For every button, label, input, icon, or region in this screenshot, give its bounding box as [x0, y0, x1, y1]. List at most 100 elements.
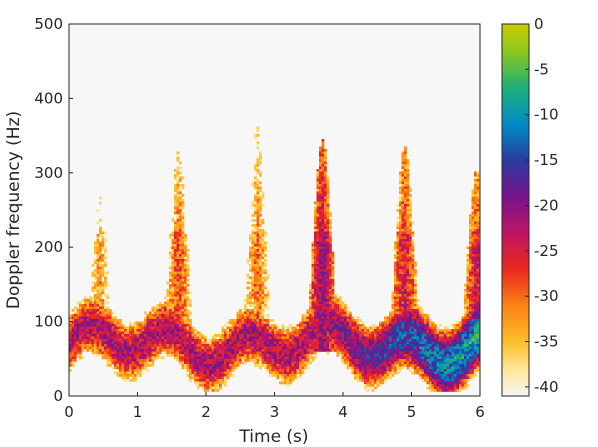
heatmap-cell — [354, 371, 357, 375]
heatmap-cell — [339, 341, 342, 345]
heatmap-cell — [351, 344, 355, 347]
heatmap-cell — [114, 351, 117, 355]
heatmap-cell — [401, 299, 405, 302]
heatmap-cell — [296, 336, 300, 340]
heatmap-cell — [406, 179, 410, 182]
heatmap-cell — [291, 336, 295, 340]
heatmap-cell — [369, 381, 372, 385]
heatmap-cell — [326, 211, 330, 215]
heatmap-cell — [104, 326, 107, 330]
heatmap-cell — [96, 271, 100, 275]
heatmap-cell — [411, 311, 415, 315]
heatmap-cell — [236, 339, 240, 342]
heatmap-cell — [321, 339, 325, 342]
heatmap-cell — [99, 339, 102, 342]
heatmap-cell — [334, 319, 337, 322]
heatmap-cell — [181, 201, 185, 205]
heatmap-cell — [429, 389, 432, 392]
heatmap-cell — [184, 364, 187, 367]
heatmap-cell — [246, 324, 250, 327]
heatmap-cell — [406, 236, 410, 240]
heatmap-cell — [119, 331, 122, 335]
heatmap-cell — [219, 354, 222, 357]
heatmap-cell — [409, 281, 412, 285]
heatmap-cell — [366, 349, 370, 352]
heatmap-cell — [434, 371, 437, 375]
heatmap-cell — [96, 281, 100, 285]
heatmap-cell — [251, 261, 255, 265]
heatmap-cell — [326, 226, 330, 230]
heatmap-cell — [184, 331, 187, 335]
heatmap-cell — [326, 231, 330, 235]
heatmap-cell — [129, 344, 132, 347]
heatmap-cell — [359, 334, 362, 337]
heatmap-cell — [406, 319, 410, 322]
heatmap-cell — [361, 359, 365, 362]
heatmap-cell — [441, 349, 445, 352]
heatmap-cell — [264, 341, 267, 345]
heatmap-cell — [69, 321, 72, 325]
heatmap-cell — [321, 284, 325, 287]
heatmap-cell — [224, 339, 227, 342]
heatmap-cell — [324, 154, 327, 157]
heatmap-cell — [389, 334, 392, 337]
heatmap-cell — [254, 184, 257, 187]
heatmap-cell — [89, 299, 92, 302]
heatmap-cell — [221, 326, 225, 330]
heatmap-cell — [294, 366, 297, 370]
heatmap-cell — [246, 274, 250, 277]
heatmap-cell — [431, 371, 435, 375]
heatmap-cell — [116, 331, 120, 335]
heatmap-cell — [171, 334, 175, 337]
heatmap-cell — [401, 339, 405, 342]
heatmap-cell — [149, 339, 152, 342]
heatmap-cell — [91, 349, 95, 352]
heatmap-cell — [121, 359, 125, 362]
heatmap-cell — [341, 344, 345, 347]
heatmap-cell — [134, 346, 137, 350]
heatmap-cell — [181, 214, 185, 217]
heatmap-cell — [391, 321, 395, 325]
heatmap-cell — [391, 319, 395, 322]
heatmap-cell — [124, 329, 127, 332]
heatmap-cell — [396, 304, 400, 307]
heatmap-cell — [409, 221, 412, 225]
heatmap-cell — [324, 199, 327, 202]
heatmap-cell — [431, 336, 435, 340]
heatmap-cell — [436, 386, 440, 390]
heatmap-cell — [259, 349, 262, 352]
heatmap-cell — [321, 311, 325, 315]
heatmap-cell — [259, 331, 262, 335]
heatmap-cell — [181, 326, 185, 330]
heatmap-cell — [179, 231, 182, 235]
heatmap-cell — [311, 266, 315, 270]
heatmap-cell — [424, 339, 427, 342]
heatmap-cell — [396, 231, 400, 235]
heatmap-cell — [136, 329, 140, 332]
heatmap-cell — [199, 384, 202, 387]
heatmap-cell — [221, 341, 225, 345]
heatmap-cell — [134, 371, 137, 375]
heatmap-cell — [291, 361, 295, 365]
heatmap-cell — [396, 321, 400, 325]
heatmap-cell — [406, 204, 410, 207]
heatmap-cell — [316, 266, 320, 270]
heatmap-cell — [86, 341, 90, 345]
heatmap-cell — [371, 341, 375, 345]
heatmap-cell — [399, 369, 402, 372]
heatmap-cell — [359, 359, 362, 362]
heatmap-cell — [131, 351, 135, 355]
heatmap-cell — [294, 341, 297, 345]
heatmap-cell — [399, 259, 402, 262]
heatmap-cell — [201, 364, 205, 367]
heatmap-cell — [411, 254, 415, 257]
heatmap-cell — [316, 344, 320, 347]
heatmap-cell — [104, 251, 107, 255]
heatmap-cell — [176, 224, 180, 227]
heatmap-cell — [339, 314, 342, 317]
heatmap-cell — [176, 329, 180, 332]
heatmap-cell — [301, 364, 305, 367]
heatmap-cell — [211, 389, 215, 392]
heatmap-cell — [201, 374, 205, 377]
heatmap-cell — [119, 334, 122, 337]
